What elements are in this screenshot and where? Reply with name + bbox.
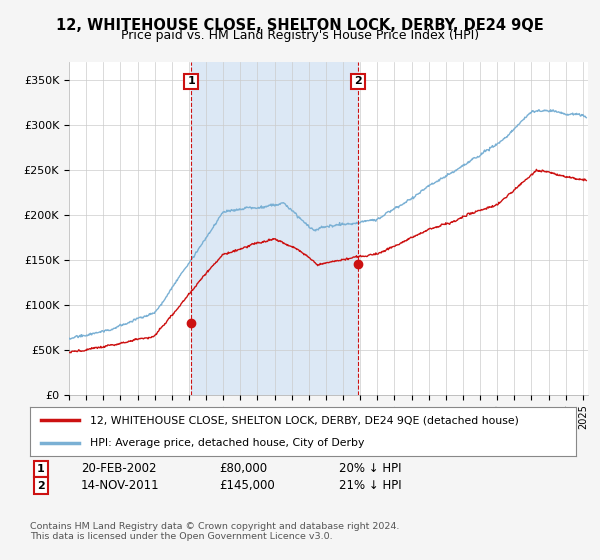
Text: £80,000: £80,000 xyxy=(219,462,267,475)
Text: HPI: Average price, detached house, City of Derby: HPI: Average price, detached house, City… xyxy=(90,438,364,448)
Text: £145,000: £145,000 xyxy=(219,479,275,492)
Text: 12, WHITEHOUSE CLOSE, SHELTON LOCK, DERBY, DE24 9QE (detached house): 12, WHITEHOUSE CLOSE, SHELTON LOCK, DERB… xyxy=(90,416,519,426)
Text: 1: 1 xyxy=(187,76,195,86)
Text: 2: 2 xyxy=(37,480,44,491)
Text: This data is licensed under the Open Government Licence v3.0.: This data is licensed under the Open Gov… xyxy=(30,532,332,541)
Text: Contains HM Land Registry data © Crown copyright and database right 2024.: Contains HM Land Registry data © Crown c… xyxy=(30,522,400,531)
Text: 1: 1 xyxy=(37,464,44,474)
Text: 2: 2 xyxy=(354,76,362,86)
Text: 12, WHITEHOUSE CLOSE, SHELTON LOCK, DERBY, DE24 9QE: 12, WHITEHOUSE CLOSE, SHELTON LOCK, DERB… xyxy=(56,18,544,33)
Text: 21% ↓ HPI: 21% ↓ HPI xyxy=(339,479,401,492)
Text: 20% ↓ HPI: 20% ↓ HPI xyxy=(339,462,401,475)
Text: 14-NOV-2011: 14-NOV-2011 xyxy=(81,479,160,492)
Text: 20-FEB-2002: 20-FEB-2002 xyxy=(81,462,157,475)
Bar xyxy=(191,62,358,395)
Text: Price paid vs. HM Land Registry's House Price Index (HPI): Price paid vs. HM Land Registry's House … xyxy=(121,29,479,42)
